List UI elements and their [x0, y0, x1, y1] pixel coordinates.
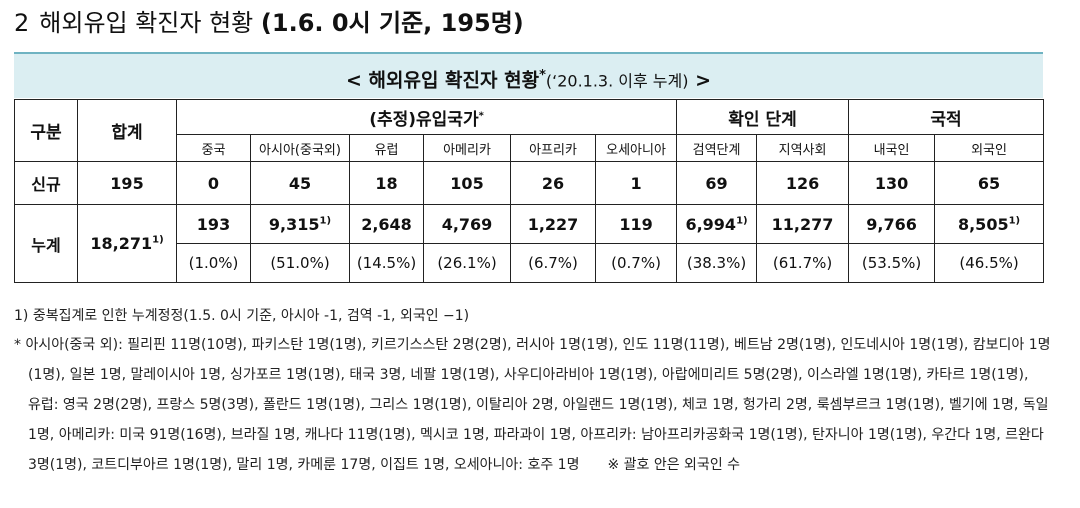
- title-basis: (1.6. 0시 기준, 195명): [260, 9, 524, 37]
- percentage-cell: (1.0%): [176, 243, 251, 283]
- footnote-country-breakdown: * 아시아(중국 외): 필리핀 11명(10명), 파키스탄 1명(1명), …: [14, 330, 1058, 480]
- cumulative-cell: 8,5051): [934, 204, 1045, 244]
- percentage-cell: (38.3%): [676, 243, 758, 283]
- country-breakdown-text: * 아시아(중국 외): 필리핀 11명(10명), 파키스탄 1명(1명), …: [14, 337, 1051, 473]
- subheader-cell: 오세아니아: [594, 134, 678, 162]
- cumulative-value: 2,648: [361, 214, 412, 234]
- percentage-cell: (14.5%): [349, 243, 424, 283]
- cumulative-value: 11,277: [771, 214, 834, 234]
- table-row-percentage: (1.0%) (51.0%) (14.5%) (26.1%) (6.7%) (0…: [15, 243, 1045, 283]
- cumulative-cell: 193: [176, 204, 251, 244]
- footnote-marker: 1): [736, 215, 748, 227]
- cumulative-cell: 9,766: [848, 204, 936, 244]
- footnote-marker: 1): [319, 215, 332, 227]
- imported-cases-table: 구분 합계 (추정)유입국가* 확인 단계 국적 중국 아시아(중국외) 유럽 …: [14, 99, 1045, 283]
- cumulative-total-cell: 18,2711): [77, 204, 177, 283]
- subheader-cell: 유럽: [349, 134, 424, 162]
- subheader-cell: 검역단계: [676, 134, 758, 162]
- footnote-marker: 1): [152, 234, 164, 246]
- percentage-cell: (51.0%): [250, 243, 350, 283]
- header-countries: (추정)유입국가*: [175, 99, 678, 135]
- percentage-cell: (26.1%): [423, 243, 511, 283]
- header-countries-star: *: [478, 109, 484, 121]
- footnote-correction: 1) 중복집계로 인한 누계정정(1.5. 0시 기준, 아시아 -1, 검역 …: [14, 308, 470, 324]
- cumulative-value: 9,766: [866, 214, 917, 234]
- new-cell: 65: [934, 161, 1045, 205]
- footnote-marker: 1): [1008, 215, 1021, 227]
- table-row-cumulative: 누계 18,2711) 193 9,3151) 2,648 4,769 1,22…: [14, 204, 1045, 283]
- section-number: 2: [14, 9, 30, 37]
- page-title: 2 해외유입 확진자 현황 (1.6. 0시 기준, 195명): [14, 6, 524, 40]
- cumulative-value: 8,505: [957, 214, 1009, 234]
- caption-period: (‘20.1.3. 이후 누계): [545, 71, 689, 91]
- percentage-cell: (0.7%): [594, 243, 678, 283]
- new-cell: 126: [756, 161, 850, 205]
- subheader-cell: 아시아(중국외): [250, 134, 350, 162]
- new-cell: 105: [423, 161, 511, 205]
- subheader-cell: 중국: [176, 134, 251, 162]
- new-cell: 18: [349, 161, 424, 205]
- header-category: 구분: [14, 99, 78, 162]
- cumulative-cell: 4,769: [423, 204, 511, 244]
- new-cell: 69: [676, 161, 758, 205]
- subheader-cell: 아메리카: [423, 134, 511, 162]
- cumulative-total-value: 18,271: [90, 234, 153, 253]
- header-nationality: 국적: [848, 99, 1045, 135]
- cumulative-value: 4,769: [441, 214, 493, 234]
- caption-end: >: [688, 69, 712, 92]
- header-countries-label: (추정)유입국가: [369, 109, 479, 130]
- parenthesis-note: ※ 괄호 안은 외국인 수: [607, 457, 741, 473]
- new-cell: 1: [594, 161, 678, 205]
- percentage-cell: (6.7%): [510, 243, 596, 283]
- cumulative-value: 6,994: [685, 214, 737, 234]
- percentage-cell: (61.7%): [756, 243, 850, 283]
- caption-text: < 해외유입 확진자 현황: [345, 69, 540, 92]
- header-total: 합계: [77, 99, 177, 162]
- cumulative-value: 9,315: [268, 214, 320, 234]
- new-total-cell: 195: [77, 161, 177, 205]
- percentage-cell: (53.5%): [848, 243, 936, 283]
- cumulative-cell: 11,277: [756, 204, 850, 244]
- cumulative-cell: 119: [594, 204, 678, 244]
- subheader-cell: 지역사회: [756, 134, 850, 162]
- table-row-new: 신규 195 0 45 18 105 26 1 69 126 130 65: [14, 161, 1045, 205]
- cumulative-cell: 1,227: [510, 204, 596, 244]
- cumulative-value: 119: [619, 214, 653, 234]
- new-cell: 26: [510, 161, 596, 205]
- cumulative-cell: 6,9941): [676, 204, 758, 244]
- new-cell: 0: [176, 161, 251, 205]
- table-caption-banner: < 해외유입 확진자 현황*(‘20.1.3. 이후 누계) >: [14, 52, 1043, 98]
- cumulative-cell: 2,648: [349, 204, 424, 244]
- subheader-cell: 외국인: [934, 134, 1045, 162]
- caption-star: *: [539, 68, 546, 83]
- title-text: 해외유입 확진자 현황: [39, 9, 254, 37]
- subheader-cell: 아프리카: [510, 134, 596, 162]
- percentage-cell: (46.5%): [934, 243, 1045, 283]
- footnotes: 1) 중복집계로 인한 누계정정(1.5. 0시 기준, 아시아 -1, 검역 …: [14, 302, 1054, 480]
- cumulative-value: 193: [196, 214, 231, 234]
- subheader-cell: 내국인: [848, 134, 936, 162]
- header-stage: 확인 단계: [676, 99, 850, 135]
- row-label-cumulative: 누계: [14, 204, 78, 283]
- new-cell: 130: [848, 161, 936, 205]
- new-cell: 45: [250, 161, 350, 205]
- cumulative-value: 1,227: [527, 214, 579, 234]
- row-label-new: 신규: [14, 161, 78, 205]
- cumulative-cell: 9,3151): [250, 204, 350, 244]
